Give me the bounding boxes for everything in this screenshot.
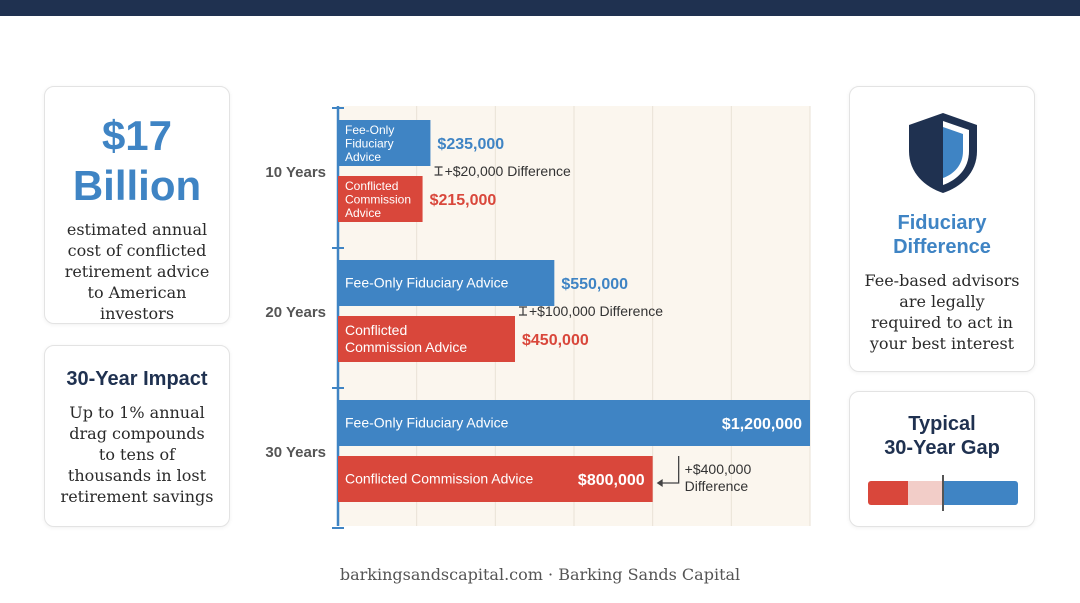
- difference-annotation: +$100,000 Difference: [529, 303, 663, 319]
- bar-label: Conflicted: [345, 179, 398, 193]
- category-label: 20 Years: [265, 304, 326, 321]
- gap-title: Typical 30-Year Gap: [850, 412, 1034, 460]
- category-label: 30 Years: [265, 444, 326, 461]
- bar-fee-only-2: [338, 260, 555, 306]
- bar-fee-only-1: [338, 120, 431, 166]
- bar-label: Commission: [345, 193, 411, 207]
- bar-label: Conflicted: [345, 322, 407, 338]
- value-label: $450,000: [522, 332, 589, 349]
- bar-conflicted-1: [338, 176, 423, 222]
- fiduciary-description: Fee-based advisors are legally required …: [864, 271, 1020, 353]
- fiduciary-title: Fiduciary Difference: [850, 211, 1034, 259]
- difference-annotation: +$400,000: [685, 461, 752, 477]
- difference-annotation: Difference: [685, 478, 749, 494]
- bar-label: Fiduciary: [345, 137, 394, 151]
- value-label: $800,000: [578, 472, 645, 489]
- bar-label: Fee-Only: [345, 123, 394, 137]
- bar-conflicted-2: [338, 316, 515, 362]
- bar-fee-only-3: [338, 400, 810, 446]
- difference-annotation: +$20,000 Difference: [445, 163, 571, 179]
- bar-label: Fee-Only Fiduciary Advice: [345, 415, 509, 431]
- gap-bar-conflicted-segment: [868, 481, 908, 505]
- bar-conflicted-3: [338, 456, 653, 502]
- stat-unit: Billion: [72, 162, 202, 209]
- fiduciary-card: Fiduciary Difference Fee-based advisors …: [849, 86, 1035, 372]
- bar-label: Advice: [345, 150, 381, 164]
- difference-arrow-head: [656, 479, 663, 487]
- footer-credit: barkingsandscapital.com · Barking Sands …: [339, 565, 741, 584]
- value-label: $215,000: [430, 192, 497, 209]
- impact-description: Up to 1% annual drag compounds to tens o…: [60, 403, 214, 506]
- value-label: $550,000: [561, 276, 628, 293]
- impact-title: 30-Year Impact: [66, 368, 208, 390]
- fiduciary-title-line1: Fiduciary: [897, 212, 987, 234]
- bar-label: Fee-Only Fiduciary Advice: [345, 275, 509, 291]
- gap-bar-difference-segment: [908, 481, 943, 505]
- gap-title-line2: 30-Year Gap: [884, 437, 1000, 459]
- shield-icon: [909, 113, 977, 193]
- value-label: $235,000: [437, 136, 504, 153]
- top-banner: [0, 0, 1080, 16]
- stat-amount: $17: [101, 112, 173, 159]
- stat-card-17-billion: $17 Billion estimated annual cost of con…: [44, 86, 230, 324]
- stat-description: estimated annual cost of conflicted reti…: [64, 220, 210, 323]
- bar-label: Conflicted Commission Advice: [345, 471, 534, 487]
- gap-bar: [868, 475, 1018, 511]
- gap-bar-fiduciary-segment: [943, 481, 1018, 505]
- gap-bar-marker: [942, 475, 944, 511]
- difference-arrow: [660, 456, 680, 484]
- category-label: 10 Years: [265, 164, 326, 181]
- bar-label: Advice: [345, 206, 381, 220]
- value-label: $1,200,000: [722, 416, 802, 433]
- fiduciary-title-line2: Difference: [893, 236, 991, 258]
- gap-title-line1: Typical: [908, 413, 976, 435]
- savings-comparison-chart: 10 YearsFee-OnlyFiduciaryAdviceConflicte…: [265, 106, 811, 529]
- impact-card: 30-Year Impact Up to 1% annual drag comp…: [44, 345, 230, 527]
- bar-label: Commission Advice: [345, 339, 467, 355]
- gap-card: Typical 30-Year Gap: [849, 391, 1035, 527]
